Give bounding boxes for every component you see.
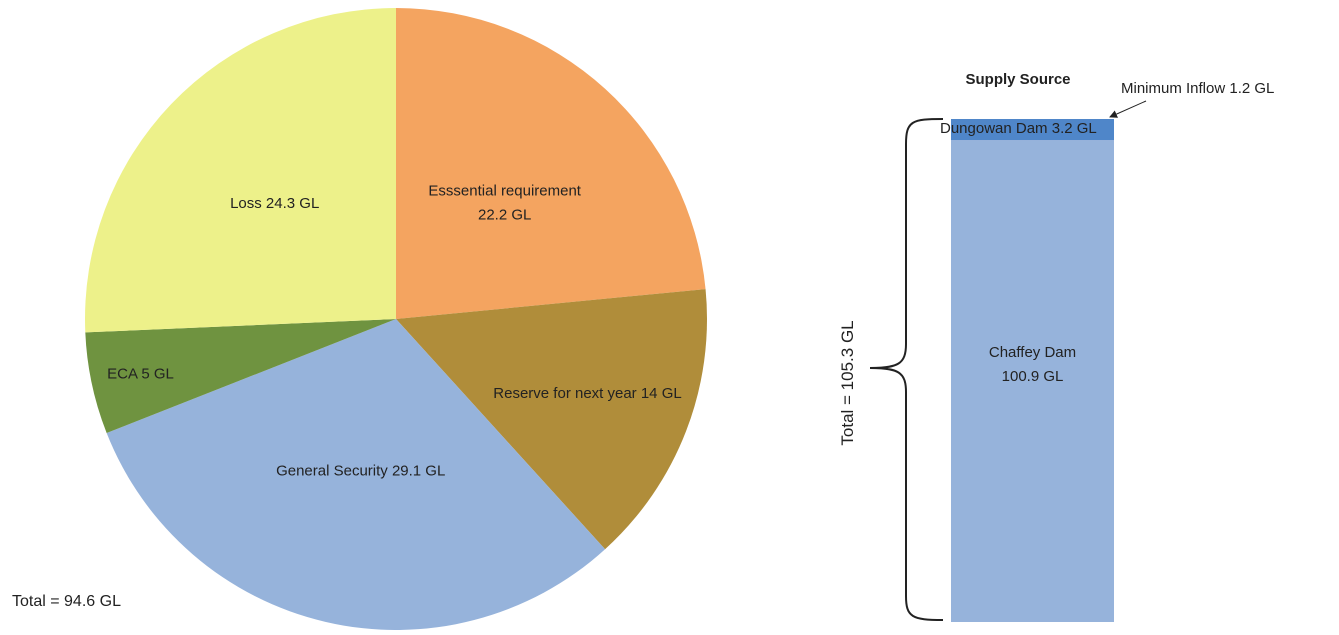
supply-source-title: Supply Source xyxy=(965,71,1070,88)
pie-label-reserve-for-next-year: Reserve for next year 14 GL xyxy=(493,385,681,402)
bar-value-chaffey-dam: 100.9 GL xyxy=(1002,368,1064,385)
pie-slice-loss xyxy=(85,8,396,333)
pie-value-esssential-requirement: 22.2 GL xyxy=(478,206,531,223)
pie-slice-general-security xyxy=(106,319,606,631)
pie-label-esssential-requirement: Esssential requirement xyxy=(428,182,581,199)
bar-segment-dungowan-dam xyxy=(951,119,1114,141)
pie-slice-reserve-for-next-year xyxy=(396,289,708,550)
pie-label-general-security: General Security 29.1 GL xyxy=(276,462,445,479)
minimum-inflow-label: Minimum Inflow 1.2 GL xyxy=(1121,80,1274,97)
total-brace xyxy=(869,118,944,621)
bar-label-chaffey-dam: Chaffey Dam xyxy=(989,344,1076,361)
bar-segment-chaffey-dam xyxy=(951,140,1114,622)
pie-slice-esssential-requirement xyxy=(396,8,706,319)
pie-label-loss: Loss 24.3 GL xyxy=(230,195,319,212)
pie-label-eca: ECA 5 GL xyxy=(107,365,174,382)
minimum-inflow-arrow xyxy=(1109,100,1147,118)
pie-total-label: Total = 94.6 GL xyxy=(12,593,121,610)
pie-slice-eca xyxy=(85,319,396,433)
supply-bar: Chaffey Dam 100.9 GL Dungowan Dam 3.2 GL xyxy=(940,119,1114,622)
pie-chart: Esssential requirement 22.2 GL Reserve for… xyxy=(85,8,708,631)
bar-label-dungowan-dam: Dungowan Dam 3.2 GL xyxy=(940,120,1097,137)
bar-total-label: Total = 105.3 GL xyxy=(838,320,857,445)
